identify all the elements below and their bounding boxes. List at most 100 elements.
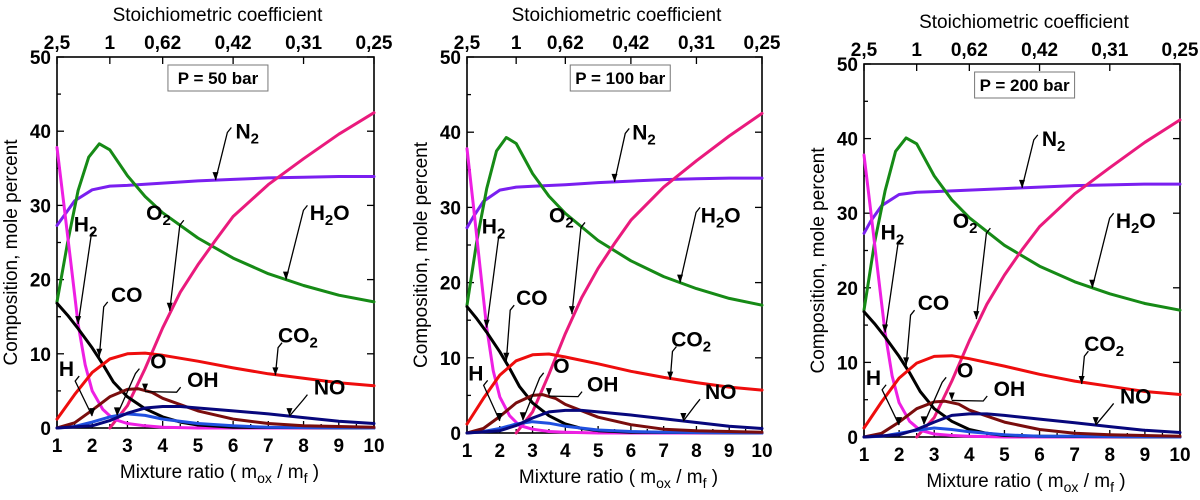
y-tick-label: 40 [837, 130, 858, 151]
series-label-n2: N2 [632, 122, 656, 149]
top-axis-label: Stoichiometric coefficient [113, 5, 324, 26]
chart-title: P = 100 bar [575, 69, 665, 88]
series-label-co2: CO2 [1084, 333, 1124, 360]
label-leader [884, 238, 903, 333]
label-leader [571, 222, 586, 315]
top-tick-label: 2,5 [851, 40, 878, 61]
x-tick-label: 6 [228, 436, 239, 457]
label-leader [679, 206, 701, 283]
series-line-h2 [55, 146, 376, 430]
chart-title: P = 200 bar [980, 76, 1070, 95]
series-line-co2 [465, 352, 764, 426]
top-axis-label: Stoichiometric coefficient [512, 5, 723, 26]
series-label-no: NO [314, 377, 346, 400]
series-line-o2 [514, 111, 764, 435]
series-line-co2 [55, 351, 376, 421]
series-line-no [465, 408, 764, 435]
series-label-co2: CO2 [278, 325, 318, 352]
label-arrowhead [89, 408, 96, 417]
series-label-o2: O2 [146, 202, 171, 229]
x-tick-label: 6 [626, 441, 637, 462]
label-leader [1081, 350, 1089, 385]
top-tick-label: 2,5 [454, 33, 481, 54]
label-leader [486, 233, 503, 328]
y-tick-label: 0 [847, 428, 858, 449]
x-tick-label: 1 [462, 441, 473, 462]
series-label-o: O [957, 359, 973, 382]
series-label-h: H [866, 367, 881, 390]
y-tick-label: 0 [450, 424, 461, 445]
y-tick-label: 50 [837, 55, 858, 76]
top-tick-label: 0,31 [678, 33, 715, 54]
series-label-oh: OH [187, 369, 219, 392]
series-label-h2: H2 [482, 216, 506, 243]
x-tick-label: 5 [193, 436, 204, 457]
y-axis-label: Composition, mole percent [411, 141, 432, 368]
series-label-h: H [468, 362, 483, 385]
series-label-h2: H2 [881, 221, 905, 248]
x-tick-label: 3 [527, 441, 538, 462]
label-arrowhead [611, 173, 618, 182]
top-tick-label: 0,62 [144, 33, 181, 54]
label-arrowhead [519, 412, 526, 421]
label-leader [169, 219, 185, 311]
pressure-box [569, 64, 671, 92]
x-tick-label: 8 [1104, 445, 1115, 466]
y-tick-label: 30 [837, 204, 858, 225]
x-tick-label: 5 [999, 445, 1010, 466]
label-leader [682, 398, 701, 422]
series-line-no [55, 405, 376, 430]
series-line-h2 [862, 153, 1182, 439]
label-leader [548, 391, 583, 398]
top-tick-label: 2,5 [44, 33, 71, 54]
label-arrowhead [896, 417, 903, 426]
label-arrowhead [882, 324, 889, 333]
top-tick-label: 0,31 [285, 33, 322, 54]
label-arrowhead [1078, 376, 1085, 385]
label-arrowhead [1092, 417, 1099, 426]
label-leader [145, 386, 182, 393]
top-tick-label: 0,25 [744, 33, 781, 54]
label-arrowhead [680, 412, 687, 421]
y-tick-label: 10 [837, 353, 858, 374]
series-line-o [55, 412, 376, 430]
label-arrowhead [903, 357, 910, 366]
label-arrowhead [1019, 179, 1025, 188]
x-tick-label: 8 [691, 441, 702, 462]
top-tick-label: 1 [105, 33, 116, 54]
series-line-no [862, 412, 1182, 439]
label-arrowhead [545, 388, 552, 397]
x-tick-label: 7 [658, 441, 669, 462]
series-label-h2: H2 [74, 213, 98, 240]
label-leader [98, 301, 109, 357]
series-label-co: CO [516, 287, 548, 310]
label-arrowhead [282, 271, 289, 280]
series-line-h2o [862, 136, 1182, 312]
label-leader [288, 394, 308, 417]
top-tick-label: 0,42 [1021, 40, 1058, 61]
chart-panel-1: 1 2 3 4 5 6 7 8 9 10 0 10 20 30 40 502,5 1 0,62 0,42 0,31 0,… [1, 5, 393, 486]
y-tick-label: 50 [440, 48, 461, 69]
y-axis-label: Composition, mole percent [808, 147, 829, 374]
x-tick-label: 10 [363, 436, 384, 457]
x-tick-label: 4 [560, 441, 571, 462]
series-label-oh: OH [587, 374, 619, 397]
x-tick-label: 2 [494, 441, 505, 462]
label-leader [74, 375, 93, 417]
y-tick-label: 20 [30, 271, 51, 292]
series-label-h2o: H2O [1116, 210, 1156, 237]
series-label-co: CO [918, 292, 950, 315]
chart-title: P = 50 bar [178, 69, 259, 88]
label-leader [274, 342, 283, 376]
label-arrowhead [166, 302, 173, 311]
y-tick-label: 40 [440, 123, 461, 144]
label-leader [285, 204, 308, 280]
series-label-no: NO [705, 381, 737, 404]
x-tick-label: 4 [964, 445, 975, 466]
y-axis-label: Composition, mole percent [1, 139, 22, 366]
y-tick-label: 50 [30, 48, 51, 69]
top-tick-label: 0,25 [356, 33, 393, 54]
series-label-co: CO [111, 284, 143, 307]
series-label-h2o: H2O [310, 202, 350, 229]
